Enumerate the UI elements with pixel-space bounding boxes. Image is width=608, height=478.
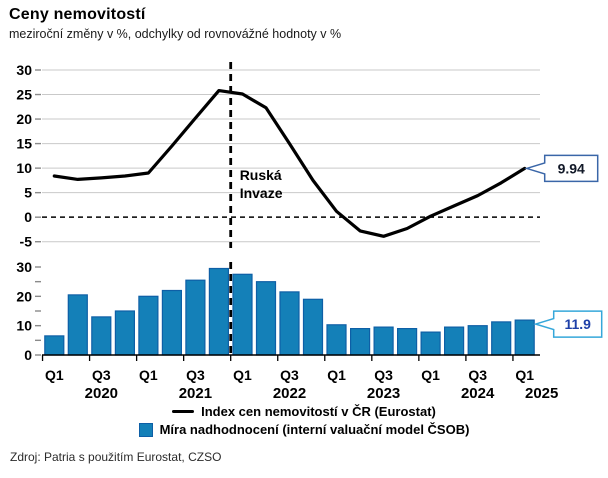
legend-item-overvaluation: Míra nadhodnocení (interní valuační mode…: [138, 422, 470, 437]
x-axis-quarter-label: Q1: [45, 367, 64, 383]
annotation-ruska-invaze: Ruská: [240, 167, 282, 183]
overvaluation-bar: [138, 295, 159, 356]
legend-item-price-index: Index cen nemovitostí v ČR (Eurostat): [172, 404, 436, 419]
annotation-ruska-invaze: Invaze: [240, 185, 283, 201]
x-axis-quarter-label: Q1: [515, 367, 534, 383]
overvaluation-bar: [255, 281, 277, 356]
x-axis-year-label: 2024: [461, 385, 495, 402]
x-axis-year-label: 2025: [525, 385, 558, 402]
price-index-line: [52, 88, 527, 238]
overvaluation-bar: [467, 325, 488, 356]
overvaluation-bar: [67, 294, 88, 356]
x-axis-quarter-label: Q3: [280, 367, 299, 383]
overvaluation-bar: [302, 298, 324, 356]
y-axis-label-top: 5: [24, 185, 32, 201]
overvaluation-bar: [91, 316, 112, 356]
y-axis-label-top: -5: [20, 234, 33, 250]
x-axis-year-label: 2022: [273, 385, 306, 402]
overvaluation-bar: [397, 328, 418, 356]
overvaluation-bar: [491, 321, 512, 356]
y-axis-label-top: 0: [24, 209, 32, 225]
x-axis-quarter-label: Q3: [468, 367, 487, 383]
x-axis-quarter-label: Q1: [139, 367, 158, 383]
callout-bar-shape: [533, 310, 603, 338]
x-axis-year-label: 2023: [367, 385, 400, 402]
y-axis-label-top: 30: [16, 62, 32, 78]
y-axis-label-top: 15: [16, 136, 32, 152]
legend-line-label: Index cen nemovitostí v ČR (Eurostat): [201, 404, 436, 419]
y-axis-label-top: 20: [16, 111, 32, 127]
overvaluation-bar: [44, 335, 65, 356]
overvaluation-bar: [420, 331, 441, 356]
overvaluation-bar: [185, 279, 206, 356]
overvaluation-bar: [161, 289, 182, 356]
x-axis-quarter-label: Q3: [186, 367, 205, 383]
y-axis-label-bottom: 20: [16, 288, 32, 304]
y-axis-label-bottom: 30: [16, 259, 32, 275]
legend-bar-symbol: [138, 422, 153, 437]
x-axis-quarter-label: Q1: [327, 367, 346, 383]
page-subtitle: meziroční změny v %, odchylky od rovnová…: [9, 27, 342, 41]
overvaluation-bar: [373, 326, 394, 356]
combo-chart: 30 25 20 15 10 5 0 -5 Ruská Invaze 30 20 10 0 Q1 Q3 Q1 Q3…: [16, 62, 603, 402]
legend-bar-label: Míra nadhodnocení (interní valuační mode…: [159, 422, 470, 437]
x-axis-quarter-label: Q3: [92, 367, 111, 383]
y-axis-label-bottom: 10: [16, 318, 32, 334]
page-title: Ceny nemovitostí: [9, 6, 146, 23]
overvaluation-bar: [326, 324, 347, 356]
x-axis-year-label: 2021: [179, 385, 212, 402]
x-axis-quarter-label: Q1: [233, 367, 252, 383]
overvaluation-bar: [114, 310, 136, 356]
callout-bar-value: 11.9: [564, 316, 591, 332]
overvaluation-bar: [279, 291, 300, 356]
source-note: Zdroj: Patria s použitím Eurostat, CZSO: [10, 450, 222, 464]
overvaluation-bar: [350, 328, 371, 356]
callout-line-shape: [524, 154, 599, 183]
x-axis-quarter-label: Q1: [421, 367, 440, 383]
y-axis-label-bottom: 0: [24, 347, 32, 363]
overvaluation-bar: [232, 273, 253, 356]
x-axis-quarter-label: Q3: [374, 367, 393, 383]
y-axis-label-top: 25: [16, 87, 32, 103]
callout-line-value: 9.94: [558, 160, 585, 176]
overvaluation-bar: [514, 319, 535, 356]
x-axis-year-label: 2020: [85, 385, 118, 402]
overvaluation-bar: [208, 267, 229, 356]
legend-line-symbol: [172, 409, 195, 414]
y-axis-label-top: 10: [16, 160, 32, 176]
overvaluation-bar: [444, 326, 465, 356]
legend: Index cen nemovitostí v ČR (Eurostat) Mí…: [0, 404, 608, 437]
